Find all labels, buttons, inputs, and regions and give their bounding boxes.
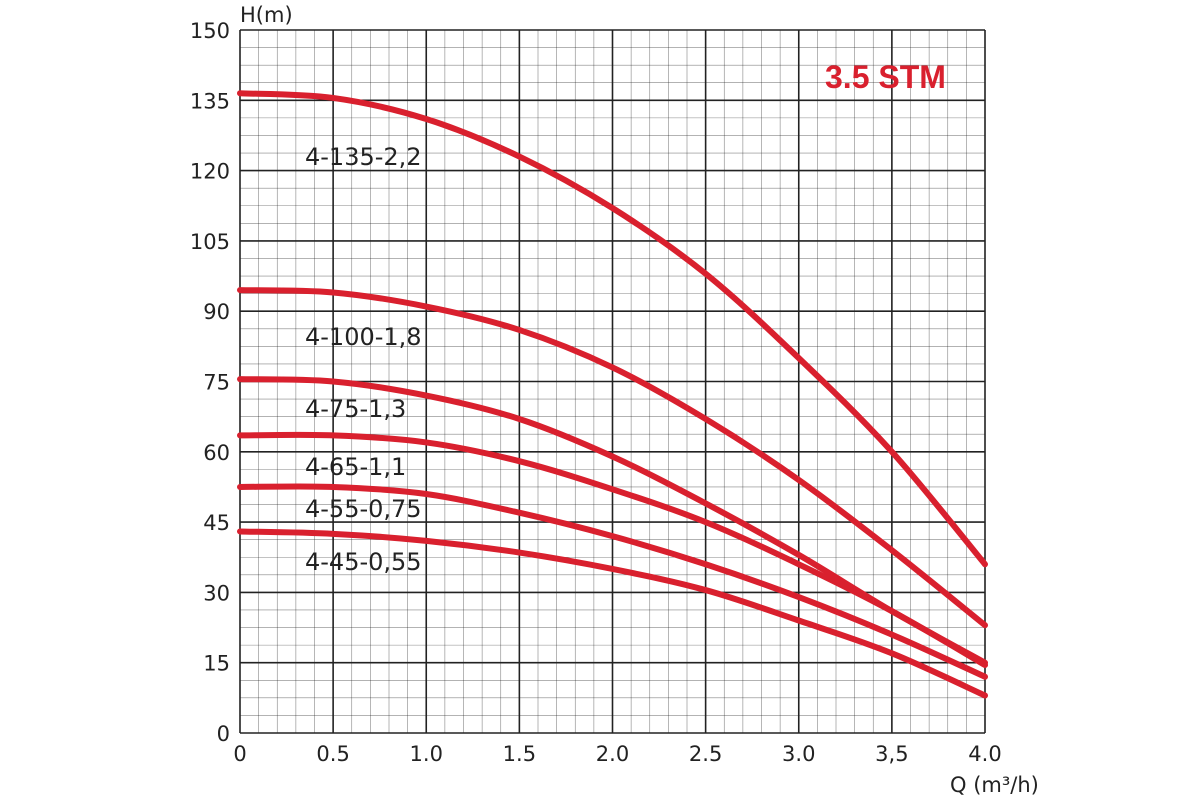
y-tick-label: 45 [203,511,230,535]
series-label: 4-45-0,55 [305,548,422,576]
x-tick-label: 1.5 [503,742,536,766]
series-line [237,90,988,568]
x-tick-label: 2.5 [689,742,722,766]
x-axis-label: Q (m³/h) [950,773,1039,797]
y-tick-label: 15 [203,652,230,676]
y-tick-label: 135 [190,89,230,113]
series-line [237,528,988,699]
x-tick-label: 2.0 [596,742,629,766]
series-labels: 4-135-2,2 4-100-1,8 4-75-1,3 4-65-1,1 4-55-0… [305,143,422,576]
y-tick-labels: 0 15 30 45 60 75 90 105 120 135 150 [190,19,230,746]
x-tick-label: 3.0 [782,742,815,766]
chart-title: 3.5 STM [825,59,946,95]
x-tick-label: 0 [233,742,246,766]
y-tick-label: 105 [190,230,230,254]
series-line [237,287,988,629]
y-tick-label: 60 [203,441,230,465]
y-tick-label: 150 [190,19,230,43]
y-tick-label: 30 [203,581,230,605]
series-label: 4-135-2,2 [305,143,422,171]
major-grid [239,29,986,734]
y-tick-label: 90 [203,300,230,324]
series-label: 4-55-0,75 [305,495,422,523]
y-tick-label: 75 [203,371,230,395]
y-axis-label: H(m) [240,3,293,27]
x-tick-label: 1.0 [410,742,443,766]
x-tick-label: 3,5 [875,742,908,766]
y-tick-label: 120 [190,160,230,184]
x-tick-labels: 0 0.5 1.0 1.5 2.0 2.5 3.0 3,5 4.0 [233,742,1001,766]
series-line [237,431,988,669]
y-tick-label: 0 [217,722,230,746]
series-label: 4-100-1,8 [305,323,422,351]
x-tick-label: 0.5 [316,742,349,766]
series-label: 4-75-1,3 [305,395,406,423]
series-label: 4-65-1,1 [305,453,406,481]
series-line [237,483,988,680]
x-tick-label: 4.0 [968,742,1001,766]
series-lines [237,90,988,699]
